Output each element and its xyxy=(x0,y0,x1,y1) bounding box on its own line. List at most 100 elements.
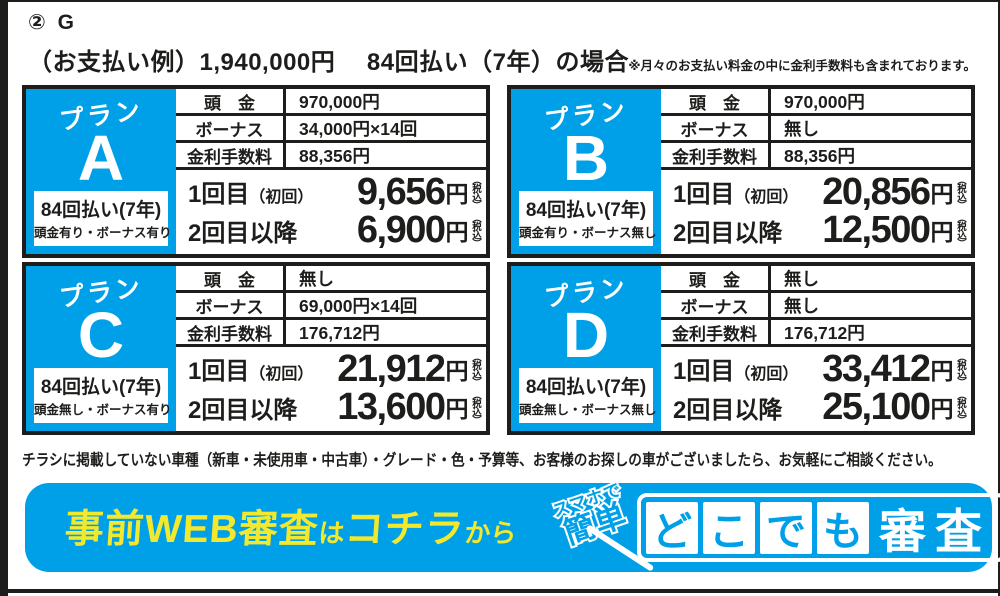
payment-amount: 13,600 xyxy=(337,386,446,429)
payment-amount-group: 33,412 円 （税込） xyxy=(822,347,966,390)
payment-amount: 9,656 xyxy=(356,170,446,213)
tax-included-label: （税込） xyxy=(470,390,481,425)
plan-a-details: 頭 金 970,000円 ボーナス 34,000円×14回 金利手数料 88,3… xyxy=(176,89,486,254)
payment-label-main: 1回目 xyxy=(673,181,735,209)
spec-row-interest: 金利手数料 176,712円 xyxy=(176,320,486,347)
spec-row-downpayment: 頭 金 無し xyxy=(661,266,971,293)
spec-row-bonus: ボーナス 34,000円×14回 xyxy=(176,116,486,143)
tax-included-label: （税込） xyxy=(955,174,966,209)
payment-row-subsequent: 2回目以降 6,900 円 （税込） xyxy=(188,209,481,252)
spec-row-downpayment: 頭 金 970,000円 xyxy=(176,89,486,116)
cta-text-main1: 事前WEB審査 xyxy=(63,507,321,551)
spec-label: 頭 金 xyxy=(661,89,771,113)
spec-label: ボーナス xyxy=(661,293,771,317)
frame-rule-top xyxy=(0,0,1000,2)
payment-label-main: 2回目以降 xyxy=(673,396,783,424)
plan-terms-line2: 頭金有り・ボーナス無し xyxy=(519,226,657,240)
plan-card-c: プラン C 84回払い(7年) 頭金無し・ボーナス有り 頭 金 無し ボーナス … xyxy=(22,262,490,435)
spec-row-interest: 金利手数料 88,356円 xyxy=(176,143,486,170)
payment-label-sub: （初回） xyxy=(249,366,314,384)
tax-included-label: （税込） xyxy=(470,174,481,209)
spec-value: 無し xyxy=(784,295,819,316)
consultation-notice: チラシに掲載していない車種（新車・未使用車・中古車）・グレード・色・予算等、お客… xyxy=(22,452,942,469)
spec-value: 970,000円 xyxy=(299,91,380,112)
spec-value: 無し xyxy=(784,268,819,289)
spec-value: 176,712円 xyxy=(299,322,380,343)
payment-amount-group: 9,656 円 （税込） xyxy=(356,170,481,213)
payment-amount: 33,412 xyxy=(822,347,931,390)
frame-rule-right xyxy=(998,0,1000,596)
logo-tile: ど xyxy=(646,501,698,554)
payment-amount-group: 25,100 円 （税込） xyxy=(822,386,966,429)
spec-value: 88,356円 xyxy=(784,145,856,166)
smartphone-easy-badge: スマホで 簡単 xyxy=(548,478,635,553)
spec-label: ボーナス xyxy=(176,293,286,317)
payment-amount: 25,100 xyxy=(822,386,931,429)
web-screening-cta-banner[interactable]: 事前WEB審査はコチラから スマホで 簡単 ど こ で も 審査 xyxy=(25,478,1000,572)
plan-terms-line1: 84回払い(7年) xyxy=(525,200,647,221)
plan-terms-line2: 頭金有り・ボーナス有り xyxy=(34,226,172,240)
spec-value: 34,000円×14回 xyxy=(299,118,418,139)
plan-terms-line1: 84回払い(7年) xyxy=(525,377,647,398)
cta-text-small1: は xyxy=(317,517,346,548)
payment-label-main: 2回目以降 xyxy=(188,219,298,247)
payment-label: 1回目 （初回） xyxy=(673,351,798,386)
plan-word: プラン xyxy=(57,96,145,136)
yen-unit: 円 xyxy=(930,396,954,423)
payment-amount: 6,900 xyxy=(356,209,446,252)
spec-row-downpayment: 頭 金 970,000円 xyxy=(661,89,971,116)
spec-label: 金利手数料 xyxy=(176,143,286,167)
payment-label-main: 2回目以降 xyxy=(673,219,783,247)
payment-row-subsequent: 2回目以降 25,100 円 （税込） xyxy=(673,386,966,429)
payment-row-first: 1回目 （初回） 20,856 円 （税込） xyxy=(673,173,966,211)
spec-row-downpayment: 頭 金 無し xyxy=(176,266,486,293)
payment-area: 1回目 （初回） 9,656 円 （税込） 2回目以降 6,900 円 （税込） xyxy=(176,170,486,254)
spec-value: 176,712円 xyxy=(784,322,865,343)
plan-d-details: 頭 金 無し ボーナス 無し 金利手数料 176,712円 1回目 （初回） 33… xyxy=(661,266,971,431)
payment-area: 1回目 （初回） 33,412 円 （税込） 2回目以降 25,100 円 （税込… xyxy=(661,347,971,431)
payment-example-title: （お支払い例）1,940,000円 84回払い（7年）の場合 xyxy=(28,49,629,76)
tax-included-label: （税込） xyxy=(955,351,966,386)
payment-row-first: 1回目 （初回） 33,412 円 （税込） xyxy=(673,347,966,390)
logo-tile: で xyxy=(760,501,812,554)
payment-amount-group: 20,856 円 （税込） xyxy=(822,173,966,211)
spec-row-interest: 金利手数料 176,712円 xyxy=(661,320,971,347)
plan-b-header-panel: プラン B 84回払い(7年) 頭金有り・ボーナス無し xyxy=(511,89,661,254)
interest-included-note: ※月々のお支払い料金の中に金利手数料も含まれております。 xyxy=(628,59,976,73)
plan-letter: C xyxy=(77,299,125,371)
spec-value: 88,356円 xyxy=(299,145,371,166)
spec-value: 無し xyxy=(784,118,819,139)
payment-label: 1回目 （初回） xyxy=(673,174,798,209)
frame-rule-bottom xyxy=(0,589,1000,593)
spec-row-bonus: ボーナス 69,000円×14回 xyxy=(176,293,486,320)
yen-unit: 円 xyxy=(445,396,469,423)
plan-word: プラン xyxy=(57,273,145,313)
plan-a-header-panel: プラン A 84回払い(7年) 頭金有り・ボーナス有り xyxy=(26,89,176,254)
frame-rule-left xyxy=(0,0,8,596)
payment-label-sub: （初回） xyxy=(734,366,799,384)
logo-suffix: 審査 xyxy=(879,505,991,558)
yen-unit: 円 xyxy=(445,180,469,207)
spec-row-interest: 金利手数料 88,356円 xyxy=(661,143,971,170)
plan-terms-line2: 頭金無し・ボーナス有り xyxy=(34,403,172,417)
payment-row-first: 1回目 （初回） 9,656 円 （税込） xyxy=(188,170,481,213)
plan-terms-line1: 84回払い(7年) xyxy=(40,377,162,398)
plan-letter: B xyxy=(562,122,610,194)
tax-included-label: （税込） xyxy=(955,213,966,248)
yen-unit: 円 xyxy=(445,357,469,384)
plan-c-details: 頭 金 無し ボーナス 69,000円×14回 金利手数料 176,712円 1… xyxy=(176,266,486,431)
payment-area: 1回目 （初回） 20,856 円 （税込） 2回目以降 12,500 円 （税込… xyxy=(661,170,971,254)
plan-d-header-panel: プラン D 84回払い(7年) 頭金無し・ボーナス無し xyxy=(511,266,661,431)
spec-label: 金利手数料 xyxy=(661,320,771,344)
payment-label: 1回目 （初回） xyxy=(188,351,313,386)
payment-label-main: 2回目以降 xyxy=(188,396,298,424)
payment-label-main: 1回目 xyxy=(673,358,735,386)
tax-included-label: （税込） xyxy=(955,390,966,425)
tax-included-label: （税込） xyxy=(470,351,481,386)
plan-letter: A xyxy=(77,122,125,194)
payment-label: 2回目以降 xyxy=(673,213,782,248)
payment-label-sub: （初回） xyxy=(734,189,799,207)
payment-label-main: 1回目 xyxy=(188,181,250,209)
plan-terms-box: 84回払い(7年) 頭金有り・ボーナス無し xyxy=(519,191,657,246)
